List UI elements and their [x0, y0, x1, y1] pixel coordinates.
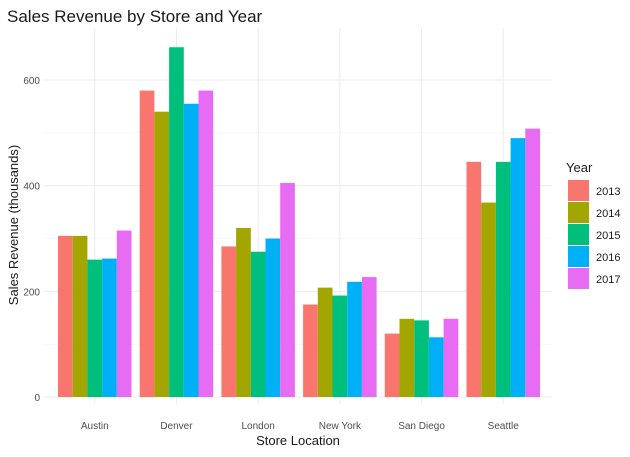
legend-label-2014: 2014	[596, 208, 620, 220]
bar-denver-2017	[198, 90, 214, 397]
bar-seattle-2017	[525, 128, 540, 398]
bar-austin-2016	[102, 258, 117, 397]
bar-seattle-2013	[466, 161, 482, 397]
bar-new-york-2013	[303, 304, 318, 397]
bar-new-york-2016	[347, 281, 362, 397]
legend-label-2013: 2013	[596, 186, 620, 198]
legend-label-2016: 2016	[596, 252, 620, 264]
legend-label-2017: 2017	[596, 274, 620, 286]
y-tick-label: 200	[23, 287, 40, 298]
legend-key-2015	[568, 224, 589, 245]
bar-austin-2013	[58, 235, 73, 397]
x-tick-label: Austin	[81, 421, 109, 432]
bar-seattle-2016	[510, 138, 526, 397]
bar-san-diego-2014	[399, 318, 415, 397]
x-axis-title: Store Location	[256, 433, 340, 448]
bar-seattle-2015	[495, 161, 511, 397]
bar-san-diego-2015	[414, 320, 429, 397]
bar-denver-2015	[169, 47, 184, 398]
legend-title: Year	[566, 160, 593, 175]
x-axis-ticks: Austin Denver London New York San Diego Seatt…	[81, 421, 519, 432]
x-tick-label: Seattle	[488, 421, 520, 432]
legend-items: 2013 2014 2015 2016 2017	[568, 180, 620, 289]
bar-london-2013	[221, 246, 237, 397]
legend-key-2016	[568, 246, 589, 267]
x-tick-label: London	[241, 421, 274, 432]
y-tick-label: 0	[34, 393, 40, 404]
x-tick-label: San Diego	[398, 421, 445, 432]
bar-london-2016	[265, 238, 281, 397]
legend-key-2013	[568, 180, 589, 201]
bar-san-diego-2016	[428, 337, 444, 397]
chart-title: Sales Revenue by Store and Year	[7, 7, 263, 26]
bars	[58, 47, 540, 398]
legend: Year 2013 2014 2015 2016 2017	[566, 160, 620, 289]
x-tick-label: New York	[319, 421, 362, 432]
bar-london-2014	[236, 227, 251, 397]
bar-new-york-2014	[317, 287, 333, 397]
bar-austin-2015	[87, 259, 103, 397]
bar-seattle-2014	[481, 202, 496, 397]
legend-label-2015: 2015	[596, 230, 620, 242]
bar-new-york-2017	[361, 277, 377, 397]
bar-austin-2017	[116, 230, 132, 397]
y-axis-title: Sales Revenue (thousands)	[6, 145, 21, 305]
bar-denver-2013	[139, 90, 155, 397]
y-tick-label: 400	[23, 182, 40, 193]
bar-london-2015	[250, 251, 266, 397]
bar-san-diego-2013	[384, 333, 400, 397]
bar-london-2017	[280, 183, 295, 397]
bar-new-york-2015	[332, 295, 348, 397]
bar-san-diego-2017	[443, 318, 459, 397]
bar-austin-2014	[72, 235, 88, 397]
bar-denver-2014	[154, 111, 170, 397]
bar-denver-2016	[183, 103, 199, 398]
y-tick-label: 600	[23, 76, 40, 87]
y-axis-ticks: 0 200 400 600	[23, 76, 40, 404]
x-tick-label: Denver	[160, 421, 193, 432]
legend-key-2017	[568, 268, 589, 289]
legend-key-2014	[568, 202, 589, 223]
